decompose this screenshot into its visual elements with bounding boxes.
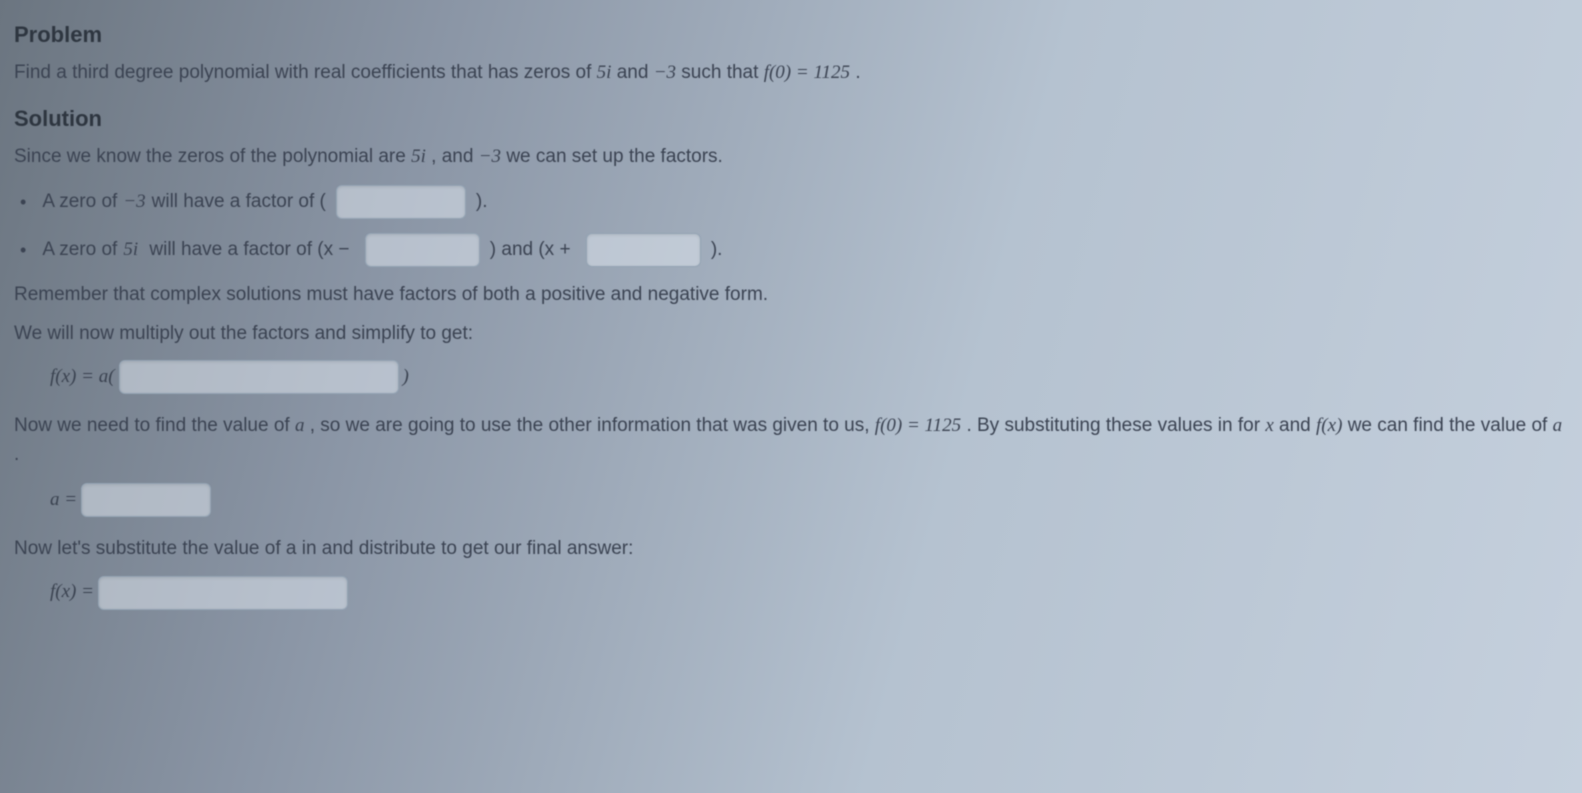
find-a-5: we can find the value of (1348, 415, 1553, 436)
bullet1-c: ). (476, 188, 488, 217)
simplify-input[interactable] (119, 360, 399, 394)
solution-intro-2: , and (431, 146, 479, 167)
f0-expr-2: f(0) = 1125 (875, 415, 961, 436)
bullet2-a: A zero of (42, 236, 117, 265)
bullet2-d: ). (711, 236, 723, 265)
var-a-1: a (295, 415, 305, 436)
substitute-note: Now let's substitute the value of a in a… (14, 535, 1568, 564)
final-answer-input[interactable] (98, 576, 348, 610)
factor-item-1: A zero of −3 will have a factor of ( ). (20, 185, 1568, 219)
var-a-2: a (1553, 415, 1563, 436)
find-a-1: Now we need to find the value of (14, 415, 295, 436)
solution-intro-3: we can set up the factors. (506, 146, 723, 167)
find-a-4: and (1279, 415, 1316, 436)
problem-text-2: and (617, 62, 654, 83)
solution-intro-val1: 5i (411, 146, 426, 167)
zero-2: −3 (654, 62, 676, 83)
find-a-para: Now we need to find the value of a , so … (14, 412, 1568, 469)
factor-input-1[interactable] (336, 185, 466, 219)
fx-var: f(x) (1316, 415, 1342, 436)
bullet2-val: 5i (123, 236, 138, 265)
remember-note: Remember that complex solutions must hav… (14, 281, 1568, 310)
a-value-input[interactable] (81, 483, 211, 517)
solution-intro-1: Since we know the zeros of the polynomia… (14, 146, 411, 167)
problem-text-3: such that (681, 62, 763, 83)
bullet1-val: −3 (123, 188, 145, 217)
close-paren: ) (403, 363, 409, 392)
find-a-3: . By substituting these values in for (966, 415, 1265, 436)
a-eq-label: a = (50, 486, 77, 515)
solution-intro: Since we know the zeros of the polynomia… (14, 143, 1568, 172)
solution-intro-val2: −3 (479, 146, 501, 167)
find-a-6: . (14, 444, 19, 465)
fx-equation-row: f(x) = a( ) (14, 360, 1568, 394)
problem-statement: Find a third degree polynomial with real… (14, 59, 1568, 88)
fx-eq-a-open: f(x) = a( (50, 363, 115, 392)
zero-1: 5i (597, 62, 612, 83)
bullet1-b: will have a factor of ( (152, 188, 326, 217)
bullet2-b-text: will have a factor of (x − (144, 239, 355, 260)
factor-list: A zero of −3 will have a factor of ( ). … (14, 185, 1568, 267)
factor-item-2: A zero of 5i will have a factor of (x − … (20, 233, 1568, 267)
problem-text-4: . (855, 62, 860, 83)
factor-input-2b[interactable] (586, 233, 701, 267)
problem-heading: Problem (14, 18, 1568, 51)
bullet2-b: will have a factor of (x − (144, 236, 355, 265)
multiply-note: We will now multiply out the factors and… (14, 320, 1568, 349)
var-x: x (1265, 415, 1273, 436)
factor-input-2a[interactable] (365, 233, 480, 267)
bullet1-a: A zero of (42, 188, 117, 217)
bullet2-c: ) and (x + (490, 236, 576, 265)
f0-expr: f(0) = 1125 (764, 62, 850, 83)
find-a-2: , so we are going to use the other infor… (310, 415, 875, 436)
fx-eq-label: f(x) = (50, 578, 94, 607)
a-equation-row: a = (14, 483, 1568, 517)
final-equation-row: f(x) = (14, 576, 1568, 610)
solution-heading: Solution (14, 102, 1568, 135)
problem-text-1: Find a third degree polynomial with real… (14, 62, 597, 83)
